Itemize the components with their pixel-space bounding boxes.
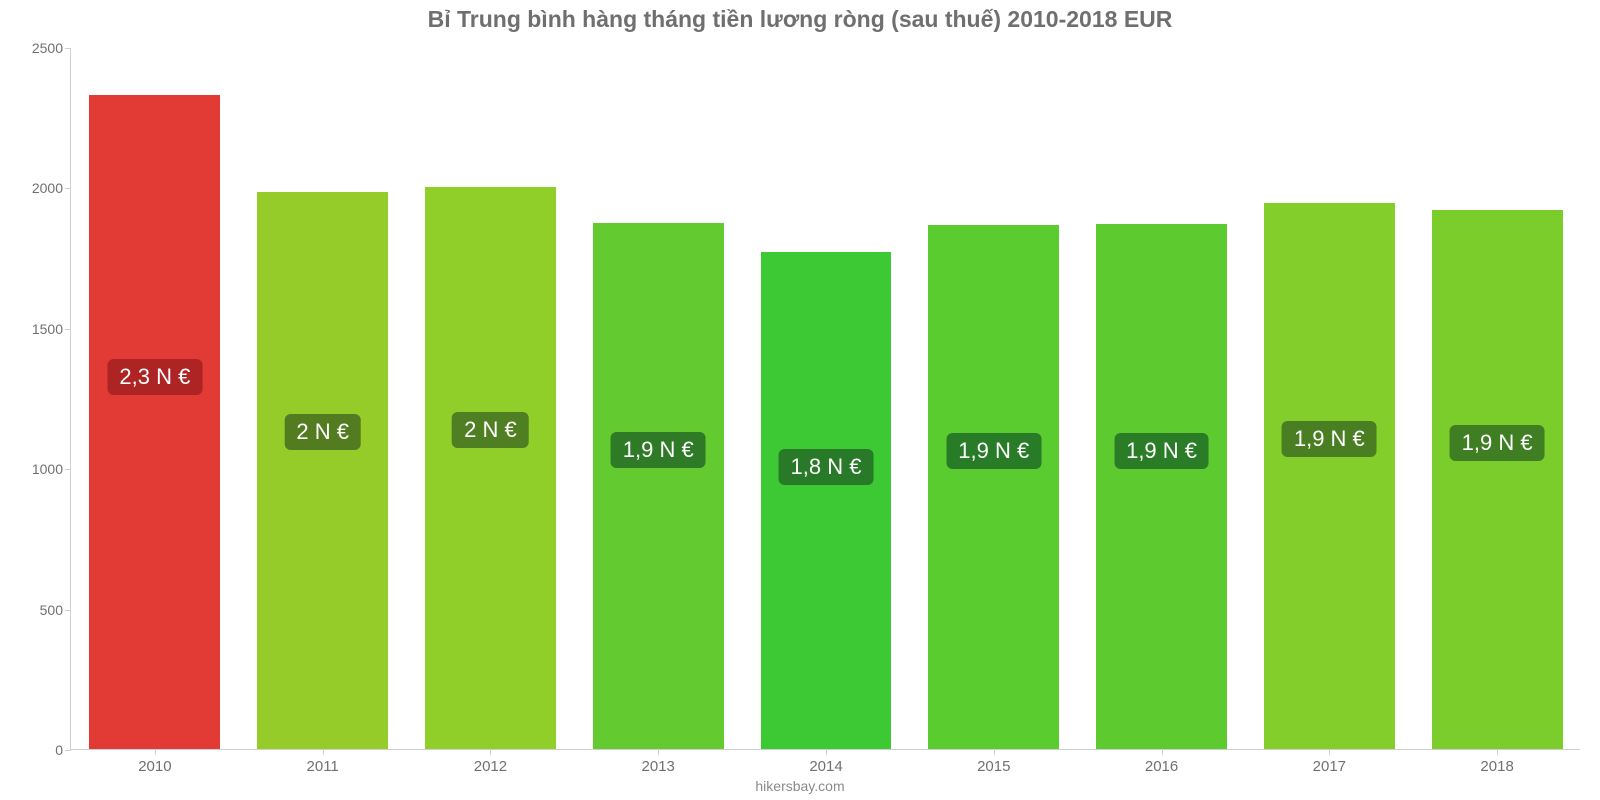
y-axis-tick-mark xyxy=(65,188,71,189)
y-axis-tick-label: 1000 xyxy=(11,461,63,477)
x-axis-tick-label: 2014 xyxy=(809,758,842,775)
x-axis-tick-mark xyxy=(155,749,156,755)
x-axis-tick-mark xyxy=(826,749,827,755)
x-axis-tick-mark xyxy=(1329,749,1330,755)
bar xyxy=(257,192,388,749)
x-axis-tick-mark xyxy=(323,749,324,755)
x-axis-tick-mark xyxy=(1162,749,1163,755)
bar-value-label: 2,3 N € xyxy=(107,359,202,395)
bar xyxy=(761,252,892,749)
x-axis-tick-mark xyxy=(490,749,491,755)
bar-value-label: 1,9 N € xyxy=(1450,425,1545,461)
y-axis-tick-label: 500 xyxy=(11,602,63,618)
bar xyxy=(593,223,724,750)
bar xyxy=(928,225,1059,749)
bar xyxy=(1432,210,1563,749)
bar-value-label: 2 N € xyxy=(452,412,529,448)
x-axis-tick-label: 2016 xyxy=(1145,758,1178,775)
bar-value-label: 2 N € xyxy=(284,414,361,450)
chart-footer: hikersbay.com xyxy=(0,778,1600,794)
y-axis-tick-mark xyxy=(65,48,71,49)
y-axis-tick-mark xyxy=(65,329,71,330)
x-axis-tick-label: 2013 xyxy=(642,758,675,775)
y-axis-tick-mark xyxy=(65,610,71,611)
y-axis-tick-mark xyxy=(65,750,71,751)
y-axis-tick-label: 0 xyxy=(11,742,63,758)
bar-value-label: 1,9 N € xyxy=(611,432,706,468)
bar-value-label: 1,9 N € xyxy=(1114,433,1209,469)
y-axis-tick-label: 2500 xyxy=(11,40,63,56)
chart-title: Bỉ Trung bình hàng tháng tiền lương ròng… xyxy=(0,6,1600,33)
x-axis-tick-mark xyxy=(1497,749,1498,755)
x-axis-tick-label: 2011 xyxy=(307,758,339,775)
x-axis-tick-mark xyxy=(658,749,659,755)
y-axis-tick-label: 1500 xyxy=(11,321,63,337)
plot-area: 050010001500200025002,3 N €20102 N €2011… xyxy=(70,48,1580,750)
y-axis-tick-label: 2000 xyxy=(11,180,63,196)
chart-container: Bỉ Trung bình hàng tháng tiền lương ròng… xyxy=(0,0,1600,800)
x-axis-tick-mark xyxy=(994,749,995,755)
bar xyxy=(1096,224,1227,749)
bar-value-label: 1,8 N € xyxy=(779,449,874,485)
y-axis-tick-mark xyxy=(65,469,71,470)
x-axis-tick-label: 2017 xyxy=(1313,758,1346,775)
bar xyxy=(89,95,220,749)
x-axis-tick-label: 2010 xyxy=(138,758,171,775)
x-axis-tick-label: 2018 xyxy=(1480,758,1513,775)
bar-value-label: 1,9 N € xyxy=(1282,421,1377,457)
bar xyxy=(425,187,556,749)
x-axis-tick-label: 2012 xyxy=(474,758,507,775)
bar-value-label: 1,9 N € xyxy=(946,433,1041,469)
x-axis-tick-label: 2015 xyxy=(977,758,1010,775)
bar xyxy=(1264,203,1395,749)
